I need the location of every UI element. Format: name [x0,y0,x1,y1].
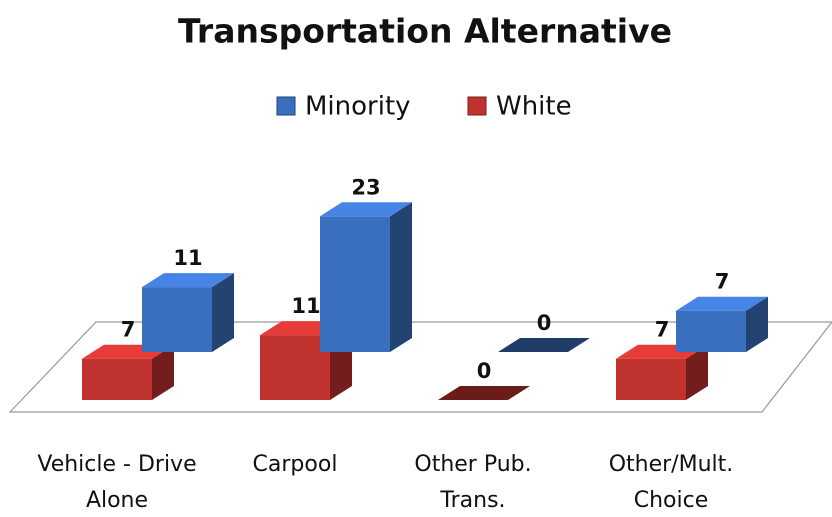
data-label: 11 [173,246,202,270]
bar-top [142,273,234,288]
bar-side [686,344,708,400]
bar-side [152,344,174,400]
bar-side [390,202,412,352]
data-label: 23 [351,175,380,199]
data-label: 0 [477,359,492,383]
legend-swatch [467,96,487,116]
x-tick-label: Carpool [252,452,338,477]
legend-label: White [496,92,572,122]
data-label: 11 [291,294,320,318]
bar-top [498,338,590,352]
bar [142,287,212,352]
data-label: 0 [537,311,552,335]
x-tick-label: Other Pub. Trans. [414,452,532,513]
x-tick-label: Vehicle - Drive Alone [37,452,197,513]
x-tick-label: Other/Mult. Choice [608,452,734,513]
bar-top [320,202,412,217]
bar-side [212,273,234,352]
data-label: 7 [715,270,730,294]
bar-top [676,296,768,311]
data-label: 7 [655,318,670,342]
data-label: 7 [121,318,136,342]
bar [616,358,686,400]
bar [260,335,330,400]
bar [320,216,390,352]
bar [676,310,746,352]
bar-side [746,296,768,352]
legend-label: Minority [305,92,411,122]
chart-title: Transportation Alternative [178,12,672,51]
legend-swatch [276,96,296,116]
bar-top [438,386,530,400]
bar [82,358,152,400]
